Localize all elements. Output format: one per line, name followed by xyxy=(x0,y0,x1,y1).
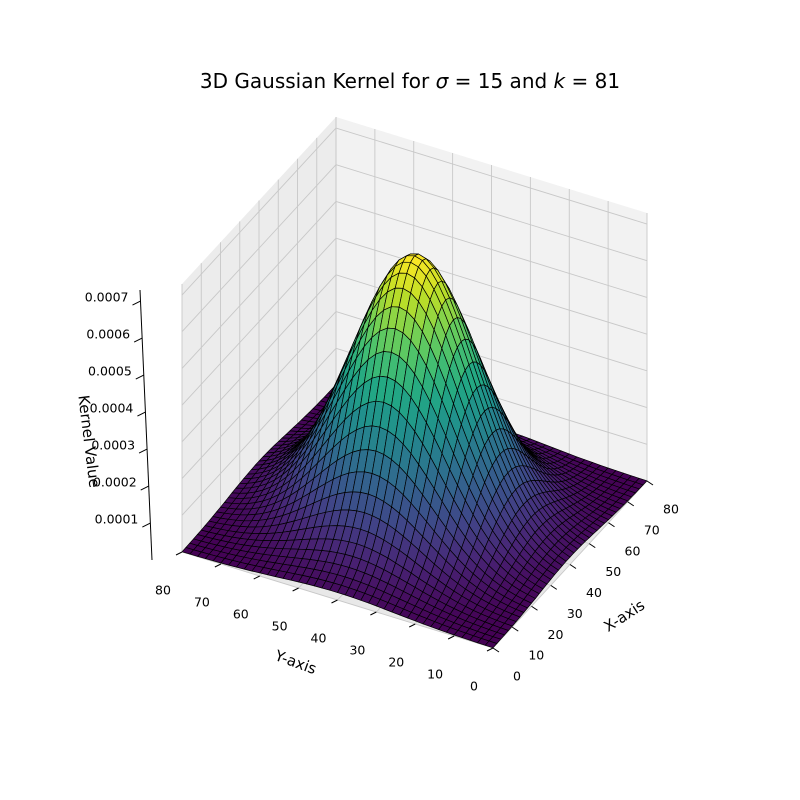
z-gridline xyxy=(181,274,337,443)
z-gridline xyxy=(335,164,648,262)
x-tick xyxy=(608,522,615,528)
y-tick xyxy=(370,611,377,616)
y-tick xyxy=(409,623,416,628)
y-tick-label: 50 xyxy=(272,619,288,634)
y-tick xyxy=(253,575,260,580)
y-tick-label: 70 xyxy=(194,595,210,610)
z-tick-label: 0.0002 xyxy=(93,475,137,490)
x-tick xyxy=(550,584,558,590)
z-tick xyxy=(133,337,143,343)
x-tick-label: 0 xyxy=(513,669,521,684)
z-tick-label: 0.0005 xyxy=(88,364,132,379)
y-tick xyxy=(292,587,299,592)
x-tick-label: 10 xyxy=(528,648,544,663)
y-tick xyxy=(214,563,222,568)
x-tick xyxy=(588,543,596,549)
x-tick-label: 20 xyxy=(548,627,564,642)
z-gridline xyxy=(181,237,337,406)
z-tick xyxy=(142,522,151,528)
x-tick xyxy=(511,626,519,632)
x-axis-label: X-axis xyxy=(601,596,649,636)
x-tick xyxy=(569,564,577,569)
x-tick-label: 70 xyxy=(644,522,660,537)
x-tick xyxy=(531,605,538,611)
y-tick xyxy=(175,551,183,556)
y-tick-label: 30 xyxy=(349,643,365,658)
z-tick-label: 0.0001 xyxy=(95,512,139,527)
z-tick-label: 0.0006 xyxy=(86,327,130,342)
z-gridline xyxy=(181,201,337,369)
x-tick xyxy=(627,501,635,507)
z-tick xyxy=(132,300,141,306)
z-tick xyxy=(140,485,149,491)
y-tick xyxy=(447,635,455,640)
chart-title: 3D Gaussian Kernel for σ = 15 and k = 81 xyxy=(200,69,620,93)
z-tick xyxy=(137,411,146,417)
z-tick-label: 0.0007 xyxy=(85,290,129,305)
axis-ticks: 01020304050607080010203040506070800.0001… xyxy=(85,290,679,694)
x-tick xyxy=(646,480,654,486)
gaussian-surface xyxy=(181,253,648,649)
x-tick-label: 30 xyxy=(567,606,583,621)
z-tick-label: 0.0003 xyxy=(91,438,135,453)
x-tick-label: 40 xyxy=(586,585,602,600)
z-tick xyxy=(138,448,148,454)
y-tick-label: 80 xyxy=(155,583,171,598)
y-tick xyxy=(331,599,338,604)
z-gridline xyxy=(181,164,337,333)
y-axis-label: Y-axis xyxy=(272,646,320,678)
x-tick-label: 50 xyxy=(605,564,621,579)
x-tick xyxy=(492,647,500,653)
z-gridline xyxy=(335,201,648,298)
z-tick-label: 0.0004 xyxy=(90,401,134,416)
z-gridline xyxy=(335,127,648,225)
x-tick-label: 60 xyxy=(625,543,641,558)
y-tick-label: 60 xyxy=(233,607,249,622)
z-gridline xyxy=(181,311,337,479)
y-tick xyxy=(486,647,494,652)
y-tick-label: 10 xyxy=(427,667,443,682)
x-tick-label: 80 xyxy=(663,502,679,517)
y-tick-label: 20 xyxy=(388,655,404,670)
z-gridline xyxy=(335,237,648,335)
z-axis-line xyxy=(139,289,153,561)
z-tick xyxy=(135,374,145,380)
surface-patch xyxy=(484,640,498,649)
y-tick-label: 0 xyxy=(470,679,478,694)
z-gridline xyxy=(181,127,337,296)
z-gridline xyxy=(181,347,337,516)
y-tick-label: 40 xyxy=(311,631,327,646)
